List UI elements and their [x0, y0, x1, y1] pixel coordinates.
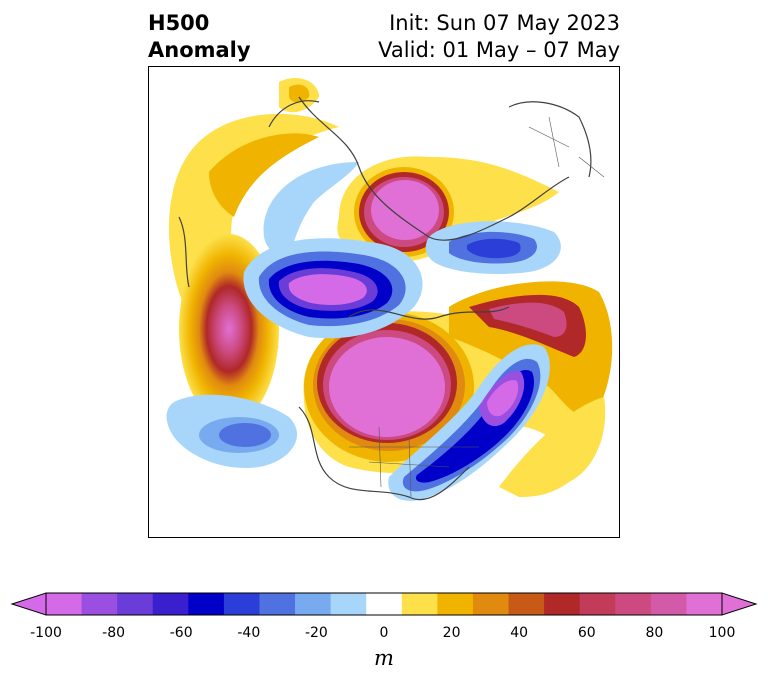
colorbar-tick-label: 100 [708, 625, 736, 641]
atlantic-trough-core [487, 380, 519, 417]
colorbar [10, 592, 758, 616]
colorbar-cell [81, 593, 118, 615]
coastline-arctic [298, 96, 570, 241]
central-ridge-core [329, 337, 445, 437]
colorbar-cell [152, 593, 189, 615]
colorbar-tick-label: -60 [169, 625, 193, 641]
scandinavia-trough-core [467, 238, 521, 259]
init-time-label: Init: Sun 07 May 2023 [389, 11, 620, 35]
colorbar-outline [45, 592, 723, 616]
anomaly-map-canvas [166, 77, 613, 501]
colorbar-under-extension [10, 592, 47, 616]
colorbar-cell [117, 593, 154, 615]
eurasia-ridge-core [371, 180, 439, 240]
pacific-trough-arc [263, 162, 359, 257]
colorbar-tick-label: 0 [379, 625, 389, 641]
title-variable: H500 [148, 11, 210, 35]
border-lines-us [349, 426, 479, 498]
bering-trough-core [288, 274, 367, 306]
valid-period-label: Valid: 01 May – 07 May [378, 38, 620, 62]
colorbar-over-extension [721, 592, 758, 616]
anomaly-map [148, 66, 620, 538]
coastline-north-america [298, 406, 470, 501]
coastline-alaska [268, 100, 320, 128]
east-pacific-trough-core [219, 423, 271, 447]
colorbar-tick-label: 20 [442, 625, 461, 641]
colorbar-cell [295, 593, 332, 615]
atlantic-ridge-pink [489, 302, 567, 337]
border-lines-europe [528, 116, 605, 178]
colorbar-tick-label: 60 [577, 625, 596, 641]
positive-anomaly-areas [169, 77, 613, 497]
colorbar-cell [46, 593, 83, 615]
coastline-europe [508, 101, 592, 178]
colorbar-tick-label: 40 [510, 625, 529, 641]
colorbar-cell [223, 593, 260, 615]
colorbar-tick-label: -40 [237, 625, 261, 641]
colorbar-tick-label: -80 [102, 625, 126, 641]
coastline-asia [178, 216, 190, 288]
colorbar-cell [437, 593, 474, 615]
colorbar-tick-label: -100 [30, 625, 62, 641]
negative-anomaly-areas [166, 162, 561, 501]
colorbar-cell [401, 593, 438, 615]
colorbar-cell [259, 593, 296, 615]
colorbar-cell [544, 593, 581, 615]
colorbar-cells [46, 593, 723, 615]
north-pacific-ridge-inner [209, 133, 319, 217]
colorbar-unit-label: m [374, 646, 394, 670]
colorbar-cell [472, 593, 510, 615]
coastline-hudson [348, 306, 510, 320]
colorbar-cell [366, 593, 403, 615]
title-field: Anomaly [148, 38, 251, 62]
borders [349, 116, 605, 498]
colorbar-cell [686, 593, 723, 615]
map-title: H500 Anomaly [148, 10, 251, 64]
coastlines [178, 96, 592, 501]
map-subtitle: Init: Sun 07 May 2023 Valid: 01 May – 07… [378, 10, 620, 64]
east-atlantic-ridge-outer [499, 397, 606, 497]
colorbar-cell [579, 593, 616, 615]
colorbar-cell [650, 593, 687, 615]
alaska-ridge-inner [289, 84, 310, 103]
colorbar-cell [615, 593, 652, 615]
colorbar-cell [188, 593, 225, 615]
colorbar-cell [508, 593, 545, 615]
colorbar-tick-label: -20 [304, 625, 328, 641]
colorbar-cell [330, 593, 367, 615]
colorbar-tick-label: 80 [645, 625, 664, 641]
